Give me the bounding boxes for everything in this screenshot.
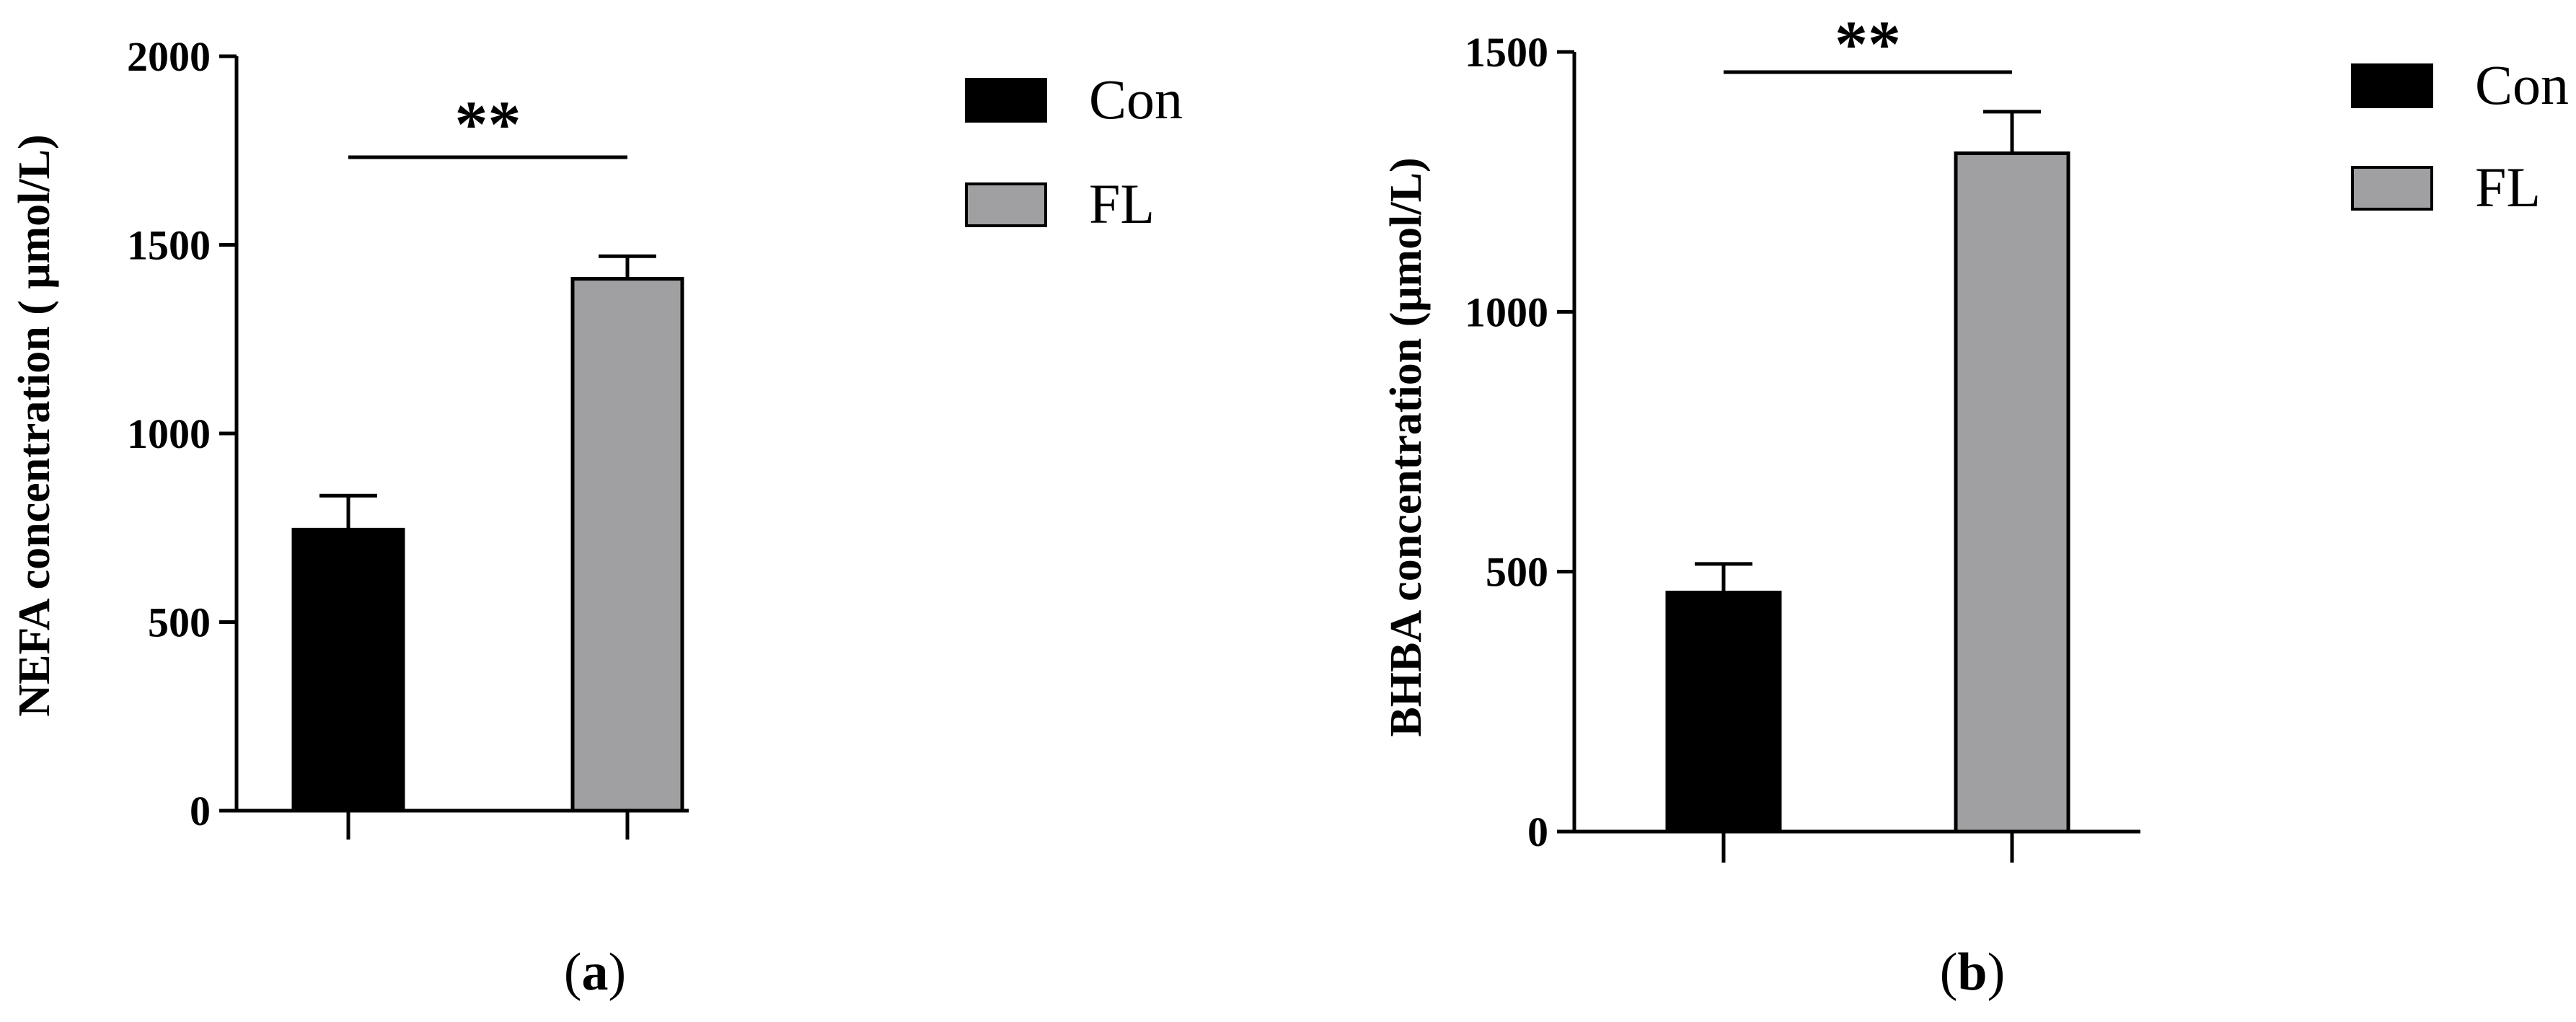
panel-a-legend-label-con: Con (1089, 68, 1183, 131)
panel-b-y-tick-label: 1000 (1465, 288, 1548, 335)
panel-a-chart: NEFA concentration ( μmol/L) 0 500 1000 150… (10, 33, 1183, 1002)
panel-b-legend-label-con: Con (2475, 53, 2569, 116)
panel-b-chart: BHBA concentration (μmol/L) 0 500 1000 1500… (1382, 7, 2569, 1002)
panel-a-y-tick-label: 1000 (127, 410, 211, 457)
panel-b-y-tick-label: 500 (1486, 549, 1548, 596)
panel-b-label: (b) (1940, 943, 2005, 1002)
panel-a-letter: a (582, 943, 609, 1002)
panel-a-legend-swatch-con (965, 78, 1047, 123)
panel-b-y-axis-label: BHBA concentration (μmol/L) (1382, 157, 1431, 736)
panel-a-label: (a) (564, 943, 626, 1002)
panel-b-legend-label-fl: FL (2475, 156, 2541, 219)
panel-a-legend-label-fl: FL (1089, 172, 1155, 235)
panel-a-y-tick-label: 500 (148, 599, 211, 646)
panel-b-bar-fl (1954, 151, 2070, 834)
panel-b-significance-stars: ** (1835, 7, 1901, 81)
panel-a-legend-swatch-fl (965, 182, 1047, 227)
panel-b-legend-swatch-con (2351, 63, 2433, 108)
panel-a-y-axis-label: NEFA concentration ( μmol/L) (10, 134, 59, 716)
panel-b-legend-swatch-fl (2351, 166, 2433, 211)
panel-a-bar-fl (570, 277, 684, 813)
panel-a-y-tick-label: 2000 (127, 33, 211, 80)
panel-a-y-tick-label: 0 (190, 788, 211, 834)
panel-b-bar-con (1665, 590, 1782, 834)
panel-a-significance-stars: ** (455, 87, 521, 161)
panel-b-y-tick-label: 0 (1527, 809, 1548, 855)
panel-b-letter: b (1957, 943, 1987, 1002)
panel-b-y-tick-label: 1500 (1465, 29, 1548, 76)
panel-a-y-tick-label: 1500 (127, 222, 211, 269)
panel-a-bar-con (291, 527, 405, 813)
